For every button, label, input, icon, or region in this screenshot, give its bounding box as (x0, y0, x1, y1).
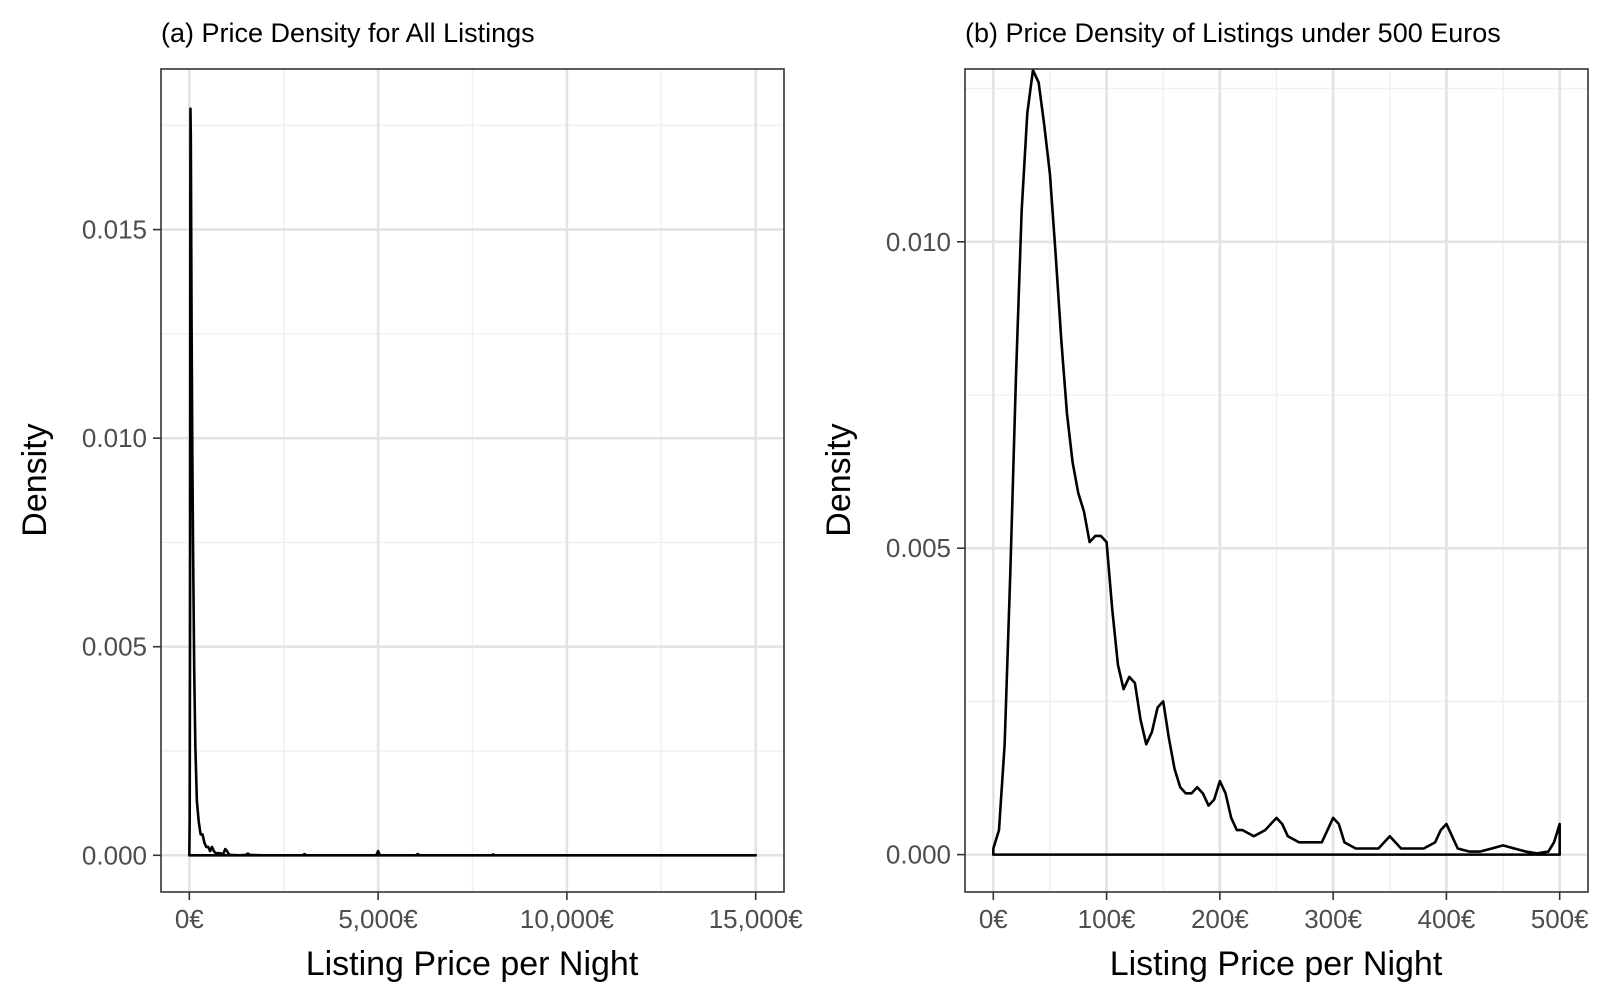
panel-a-y-tick-label: 0.015 (82, 215, 147, 245)
panel-a-y-axis-title: Density (16, 423, 54, 536)
panel-a: (a) Price Density for All Listings 0€ 5,0… (16, 18, 803, 983)
panel-b-x-tick-label: 300€ (1304, 904, 1362, 934)
panel-a-x-tick-label: 15,000€ (709, 904, 804, 934)
panel-a-x-tick-label: 0€ (175, 904, 204, 934)
panel-b: (b) Price Density of Listings under 500 … (820, 18, 1589, 983)
panel-b-y-tick-label: 0.010 (886, 227, 951, 257)
panel-b-title: (b) Price Density of Listings under 500 … (965, 18, 1501, 48)
panel-b-y-axis-title: Density (820, 423, 858, 536)
panel-b-gridlines (965, 69, 1588, 892)
panel-a-ticks: 0€ 5,000€ 10,000€ 15,000€ 0.000 0.005 0.010 0.0… (82, 215, 803, 934)
panel-a-density-line (188, 107, 757, 857)
panel-b-x-tick-label: 100€ (1078, 904, 1136, 934)
panel-b-x-tick-label: 400€ (1417, 904, 1475, 934)
panel-a-x-tick-label: 10,000€ (520, 904, 615, 934)
panel-a-y-tick-label: 0.005 (82, 632, 147, 662)
panel-b-density-line (992, 68, 1561, 856)
panel-b-ticks: 0€ 100€ 200€ 300€ 400€ 500€ 0.000 0.005 0.010 (886, 227, 1589, 934)
panel-a-border (160, 68, 785, 893)
panel-b-x-axis-title: Listing Price per Night (1110, 945, 1443, 983)
panel-b-y-tick-label: 0.000 (886, 840, 951, 870)
panel-a-x-axis-title: Listing Price per Night (306, 945, 639, 983)
panel-b-border (964, 68, 1589, 893)
panel-a-title: (a) Price Density for All Listings (161, 18, 535, 48)
panel-a-x-tick-label: 5,000€ (338, 904, 418, 934)
panel-a-y-tick-label: 0.010 (82, 423, 147, 453)
panel-b-x-tick-label: 0€ (979, 904, 1008, 934)
panel-a-y-tick-label: 0.000 (82, 840, 147, 870)
panel-b-y-tick-label: 0.005 (886, 533, 951, 563)
panel-b-x-tick-label: 200€ (1191, 904, 1249, 934)
panel-b-x-tick-label: 500€ (1531, 904, 1589, 934)
